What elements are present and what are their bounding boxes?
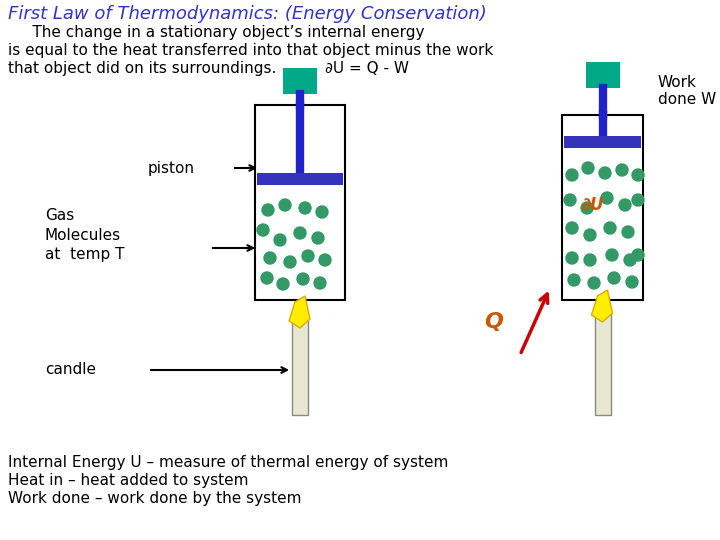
Circle shape	[581, 202, 593, 214]
Circle shape	[568, 274, 580, 286]
Circle shape	[284, 256, 296, 268]
Circle shape	[294, 227, 306, 239]
Circle shape	[584, 254, 596, 266]
Circle shape	[566, 222, 578, 234]
Text: piston: piston	[148, 160, 195, 176]
Text: The change in a stationary object’s internal energy: The change in a stationary object’s inte…	[8, 25, 425, 40]
Circle shape	[632, 169, 644, 181]
Bar	[585, 62, 619, 88]
Circle shape	[622, 226, 634, 238]
Circle shape	[588, 277, 600, 289]
Circle shape	[264, 252, 276, 264]
Circle shape	[297, 273, 309, 285]
Circle shape	[262, 204, 274, 216]
Text: Work done – work done by the system: Work done – work done by the system	[8, 491, 302, 506]
Circle shape	[632, 249, 644, 261]
Circle shape	[312, 232, 324, 244]
Text: Heat in – heat added to system: Heat in – heat added to system	[8, 473, 248, 488]
Circle shape	[624, 254, 636, 266]
Bar	[562, 115, 643, 300]
Circle shape	[582, 162, 594, 174]
Circle shape	[616, 164, 628, 176]
Circle shape	[604, 222, 616, 234]
Circle shape	[619, 199, 631, 211]
Circle shape	[261, 272, 273, 284]
Bar	[564, 136, 641, 148]
Text: Q: Q	[484, 312, 503, 332]
Circle shape	[566, 169, 578, 181]
Circle shape	[632, 194, 644, 206]
Circle shape	[601, 192, 613, 204]
Circle shape	[299, 202, 311, 214]
Text: ∂U = Q - W: ∂U = Q - W	[325, 61, 409, 76]
Text: Work
done W: Work done W	[658, 75, 716, 107]
Text: Gas
Molecules
at  temp T: Gas Molecules at temp T	[45, 208, 125, 262]
Bar	[292, 318, 308, 415]
Circle shape	[279, 199, 291, 211]
Bar	[255, 105, 345, 300]
Circle shape	[316, 206, 328, 218]
Circle shape	[608, 272, 620, 284]
Circle shape	[564, 194, 576, 206]
Text: ∂U: ∂U	[582, 196, 605, 214]
Text: that object did on its surroundings.: that object did on its surroundings.	[8, 61, 276, 76]
Circle shape	[302, 250, 314, 262]
Circle shape	[319, 254, 331, 266]
Circle shape	[257, 224, 269, 236]
Bar	[595, 312, 611, 415]
Circle shape	[274, 234, 286, 246]
Bar	[283, 68, 317, 94]
Circle shape	[277, 278, 289, 290]
Circle shape	[566, 252, 578, 264]
Circle shape	[584, 229, 596, 241]
Text: candle: candle	[45, 362, 96, 377]
Circle shape	[626, 276, 638, 288]
Text: is equal to the heat transferred into that object minus the work: is equal to the heat transferred into th…	[8, 43, 493, 58]
Polygon shape	[592, 290, 613, 322]
Polygon shape	[289, 296, 310, 328]
Text: First Law of Thermodynamics: (Energy Conservation): First Law of Thermodynamics: (Energy Con…	[8, 5, 487, 23]
Text: Internal Energy U – measure of thermal energy of system: Internal Energy U – measure of thermal e…	[8, 455, 449, 470]
Circle shape	[606, 249, 618, 261]
Bar	[257, 173, 343, 185]
Circle shape	[314, 277, 326, 289]
Circle shape	[599, 167, 611, 179]
